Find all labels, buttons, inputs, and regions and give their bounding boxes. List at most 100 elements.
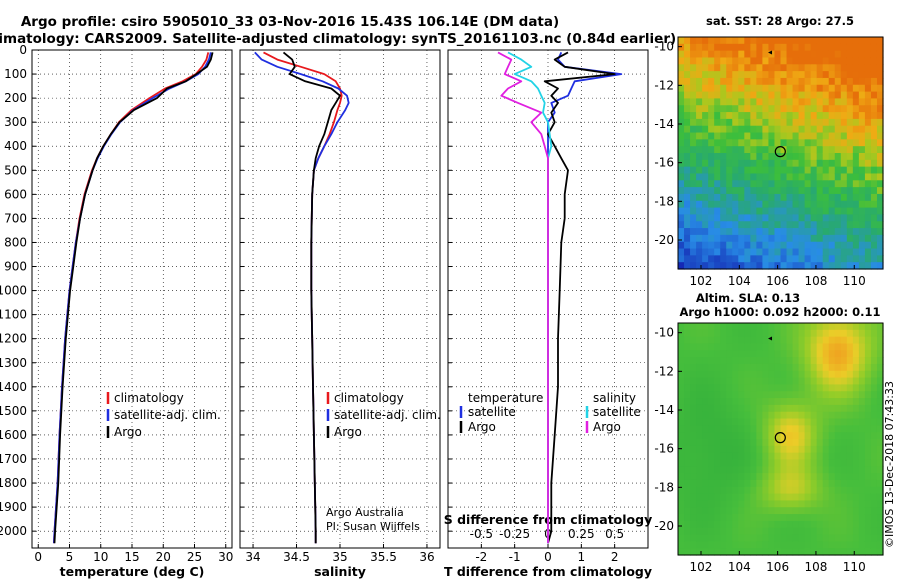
- title-line2: Climatology: CARS2009. Satellite-adjuste…: [0, 31, 676, 47]
- sla-map-lon-label: 102: [690, 560, 713, 574]
- sla-map-cell: [810, 350, 818, 358]
- sla-map-cell: [870, 377, 878, 386]
- sst-map-cell: [834, 153, 842, 161]
- sst-map-cell: [708, 159, 715, 168]
- sla-map-cell: [762, 507, 770, 515]
- sla-map-cell: [780, 357, 788, 365]
- depth-tick-label: 1200: [0, 332, 27, 346]
- sla-map-cell: [762, 329, 770, 338]
- sla-map-cell: [678, 411, 685, 420]
- legend-argo: Argo: [334, 425, 362, 439]
- sla-map-cell: [780, 466, 788, 474]
- sla-map-cell: [786, 411, 794, 420]
- sla-map-cell: [762, 323, 770, 331]
- sla-map-cell: [816, 425, 824, 433]
- sst-map-cell: [834, 37, 842, 45]
- sst-map-cell: [768, 139, 776, 147]
- sla-map-cell: [768, 377, 776, 386]
- sla-map-cell: [738, 507, 745, 515]
- sla-map-cell: [876, 527, 884, 536]
- sla-map-cell: [756, 479, 764, 488]
- sla-map-cell: [876, 445, 884, 454]
- sst-map-cell: [816, 57, 824, 65]
- sla-map-cell: [858, 479, 866, 488]
- sst-map-cell: [750, 173, 757, 181]
- sla-map-cell: [768, 391, 776, 399]
- sla-map-cell: [870, 541, 878, 549]
- sst-map-cell: [822, 50, 830, 59]
- sla-map-cell: [768, 452, 776, 461]
- sst-map-cell: [834, 221, 842, 229]
- sst-map-cell: [798, 166, 806, 175]
- sla-map-cell: [864, 473, 872, 481]
- sla-map-cell: [834, 500, 842, 508]
- sla-map-cell: [804, 473, 812, 481]
- sst-map-cell: [750, 132, 757, 140]
- sst-map-cell: [696, 153, 703, 161]
- sla-map-cell: [840, 459, 848, 467]
- sst-map-cell: [720, 37, 727, 45]
- sst-map-cell: [870, 37, 878, 45]
- sst-map-cell: [738, 112, 745, 120]
- depth-tick-label: 0: [19, 43, 27, 57]
- sla-map-cell: [774, 507, 782, 515]
- sla-map-cell: [684, 473, 691, 481]
- sla-map-cell: [768, 514, 776, 522]
- sst-map-cell: [720, 193, 727, 202]
- sst-map-cell: [684, 193, 691, 202]
- sla-map-cell: [780, 473, 788, 481]
- sst-map-cell: [780, 125, 788, 134]
- sla-map-cell: [858, 445, 866, 454]
- sla-map-cell: [840, 507, 848, 515]
- sla-map-cell: [822, 398, 830, 406]
- sla-map-cell: [684, 357, 691, 365]
- sst-map-cell: [846, 248, 854, 256]
- sst-map-cell: [816, 98, 824, 106]
- sla-map-cell: [708, 384, 715, 392]
- sst-map-cell: [702, 98, 709, 106]
- sst-map-cell: [696, 91, 703, 100]
- sst-map-cell: [780, 214, 788, 222]
- sla-map-cell: [840, 541, 848, 549]
- sla-map-cell: [720, 363, 727, 372]
- sst-map-cell: [792, 105, 800, 113]
- sst-map-cell: [678, 125, 685, 134]
- sst-map-cell: [744, 241, 751, 250]
- sst-map-cell: [732, 214, 739, 222]
- sla-map-cell: [870, 411, 878, 420]
- sst-map-cell: [732, 105, 739, 113]
- sst-map-cell: [678, 193, 685, 202]
- sst-map-cell: [726, 214, 733, 222]
- sst-map-cell: [678, 187, 685, 195]
- sst-map-cell: [786, 262, 794, 270]
- sla-map-cell: [726, 391, 733, 399]
- sla-map-cell: [762, 486, 770, 495]
- sla-map-cell: [756, 541, 764, 549]
- sla-map-cell: [840, 466, 848, 474]
- sst-map-cell: [828, 248, 836, 256]
- sst-map-cell: [858, 262, 866, 270]
- sst-map-cell: [870, 43, 878, 52]
- sst-map-cell: [864, 105, 872, 113]
- temperature-legend: climatology satellite-adj. clim. Argo: [106, 391, 221, 439]
- sst-map-cell: [762, 37, 770, 45]
- sst-map-cell: [876, 187, 884, 195]
- sla-map-cell: [786, 336, 794, 345]
- sla-map-cell: [798, 507, 806, 515]
- sst-map-cell: [840, 262, 848, 270]
- sla-map-cell: [708, 370, 715, 379]
- sla-map-cell: [774, 425, 782, 433]
- sla-map-cell: [756, 445, 764, 454]
- sst-map-cell: [738, 132, 745, 140]
- sst-map-cell: [690, 159, 697, 168]
- sla-map-cell: [810, 336, 818, 345]
- sla-map-cell: [744, 520, 751, 529]
- sst-map-cell: [798, 207, 806, 216]
- sst-map-cell: [708, 37, 715, 45]
- sla-map-cell: [690, 541, 697, 549]
- sla-map-cell: [696, 439, 703, 447]
- sla-map-cell: [714, 377, 721, 386]
- sst-map-cell: [768, 37, 776, 45]
- sst-map-cell: [834, 84, 842, 93]
- sla-map-cell: [756, 493, 764, 502]
